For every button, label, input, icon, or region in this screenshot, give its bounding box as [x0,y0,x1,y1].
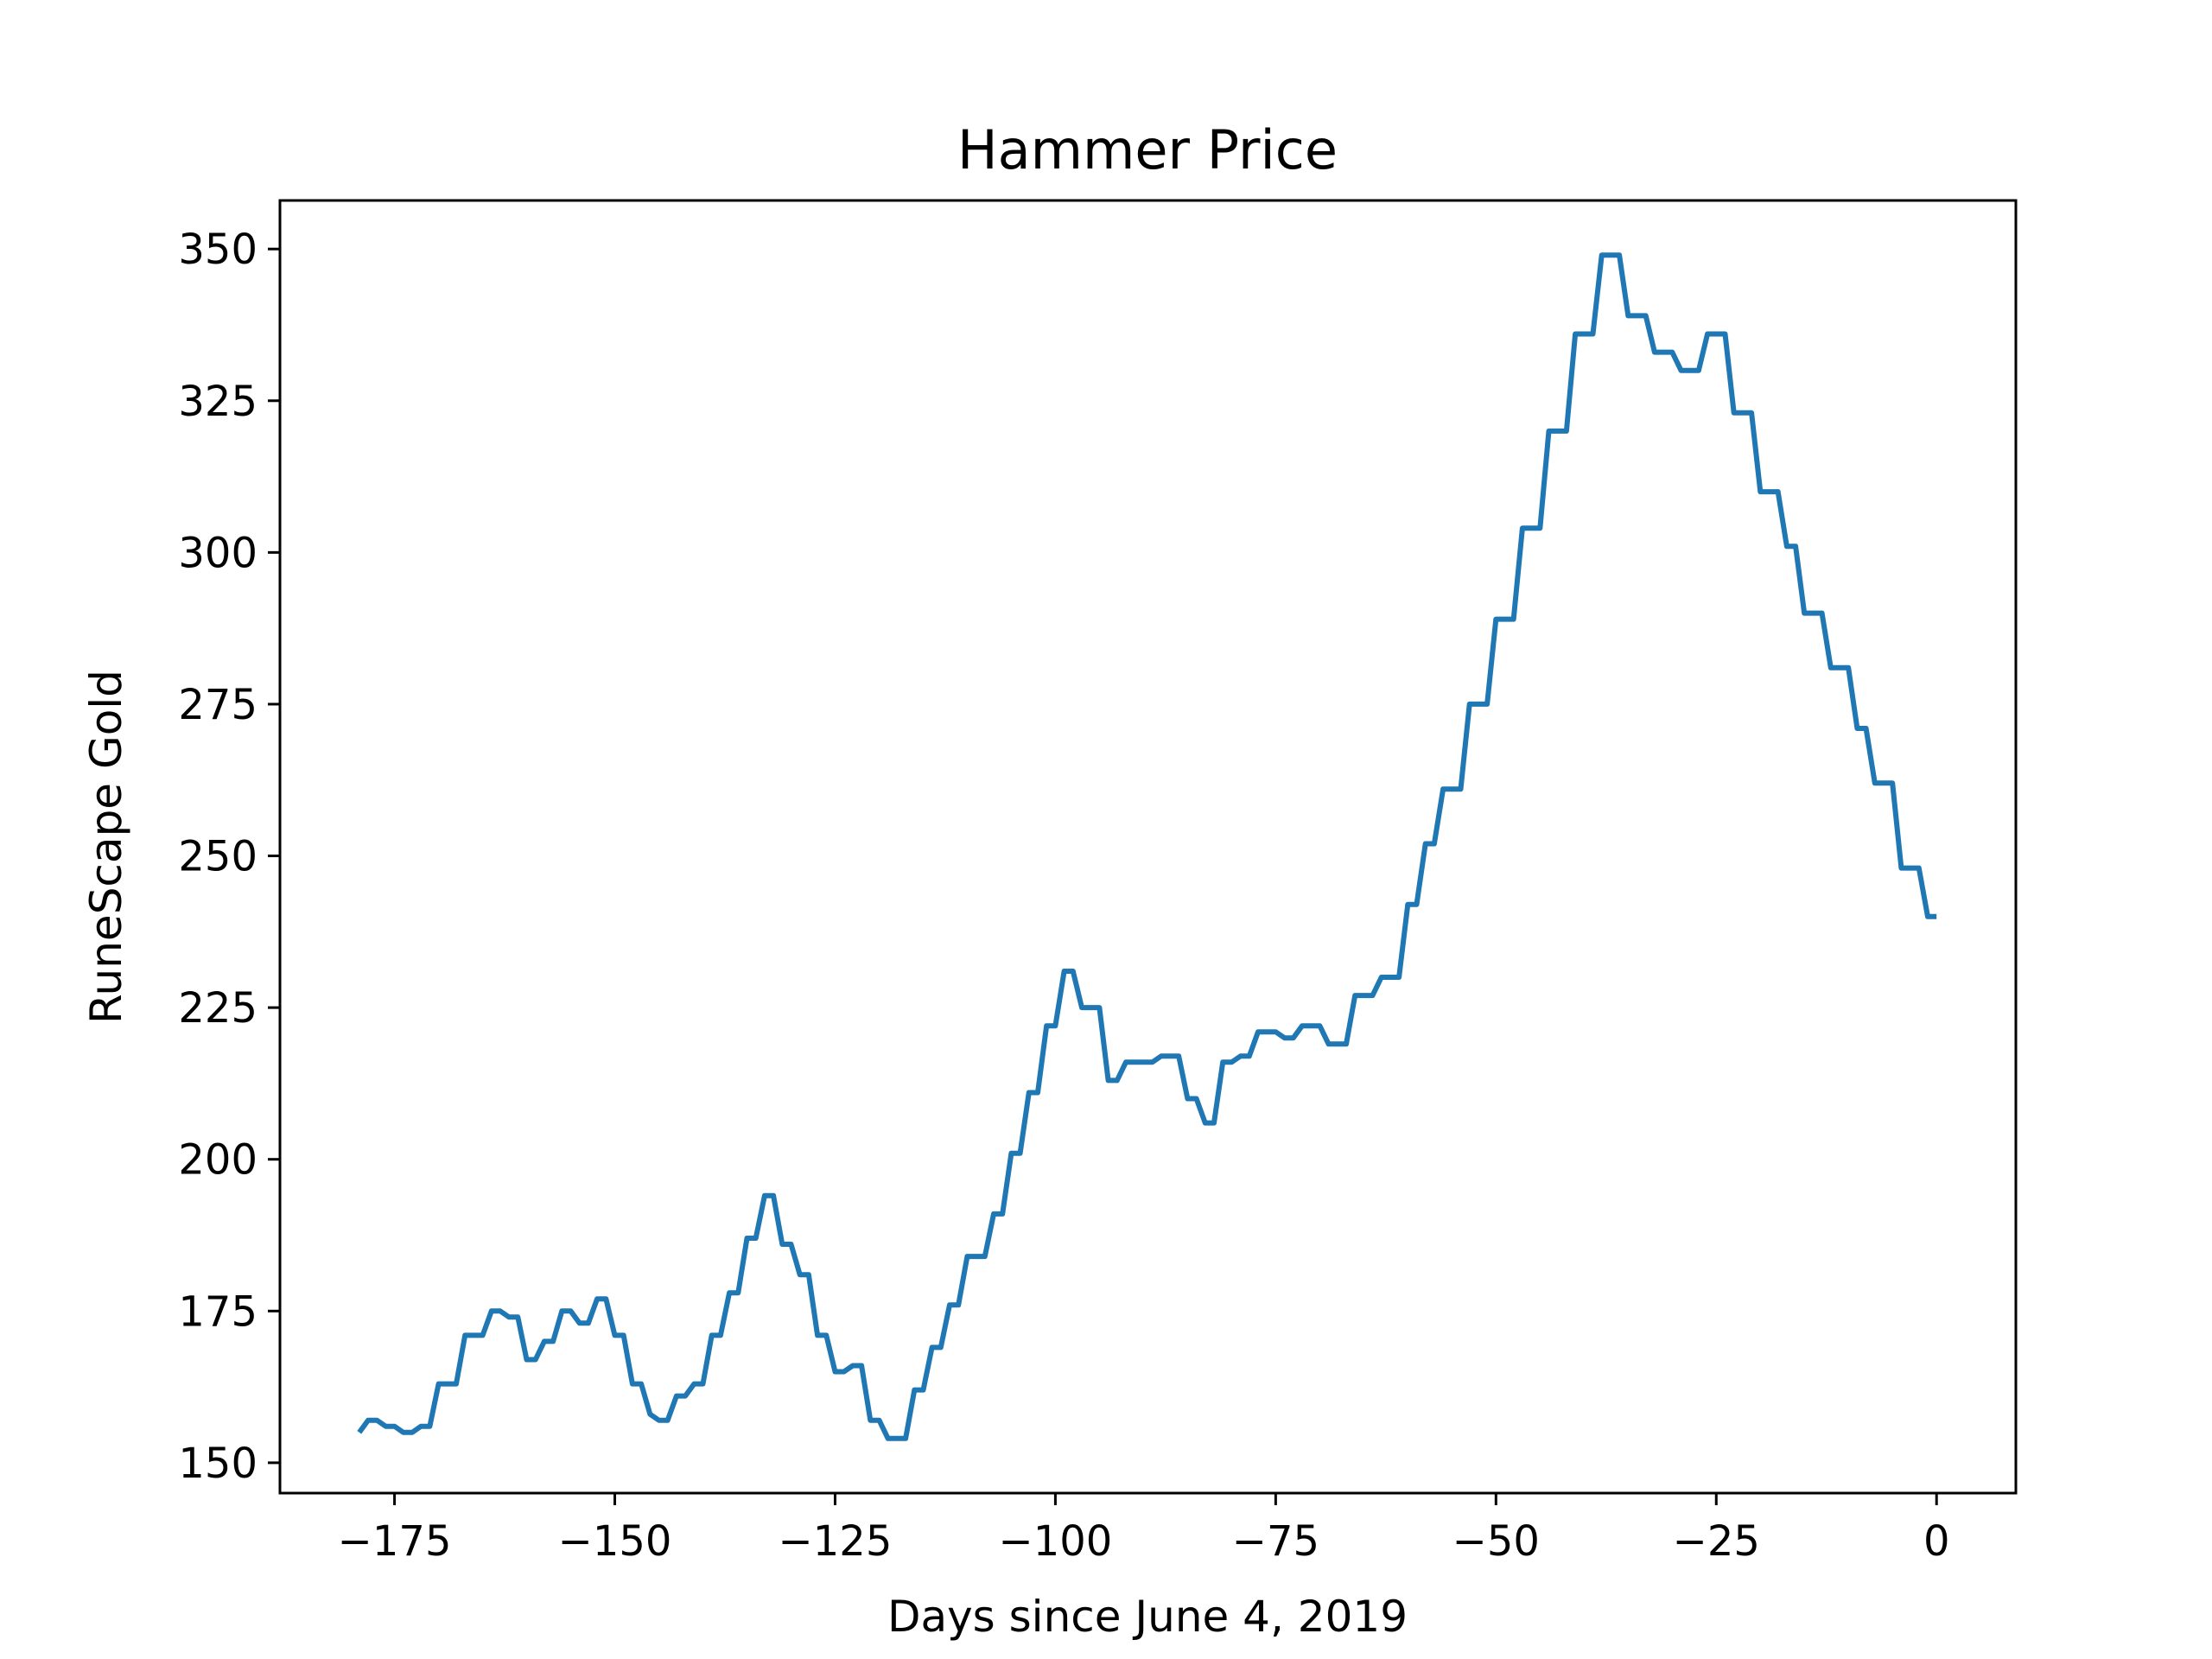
y-axis-label: RuneScape Gold [81,670,131,1024]
y-tick-label: 250 [178,833,257,881]
y-tick-label: 150 [178,1440,257,1488]
chart-title: Hammer Price [957,118,1338,181]
x-tick-label: −75 [1232,1517,1319,1566]
x-tick-label: −100 [998,1517,1112,1566]
x-axis-ticks: −175 −150 −125 −100 −75 −50 −25 0 [338,1493,1950,1566]
plot-frame [278,199,2018,1495]
plot-lines [357,252,1937,1441]
x-tick-label: 0 [1923,1517,1950,1566]
x-tick-label: −125 [779,1517,893,1566]
x-tick-label: −50 [1452,1517,1540,1566]
y-axis-ticks: 150 175 200 225 250 275 300 325 350 [178,226,280,1488]
y-tick-label: 225 [178,984,257,1033]
y-tick-label: 175 [178,1287,257,1336]
y-tick-label: 300 [178,529,257,577]
x-tick-label: −150 [558,1517,672,1566]
x-tick-label: −25 [1673,1517,1760,1566]
y-tick-label: 275 [178,681,257,729]
y-tick-label: 350 [178,226,257,274]
y-tick-label: 325 [178,378,257,426]
x-axis-label: Days since June 4, 2019 [887,1592,1408,1642]
series-line-0 [357,252,1937,1441]
y-tick-label: 200 [178,1136,257,1185]
x-tick-label: −175 [338,1517,452,1566]
